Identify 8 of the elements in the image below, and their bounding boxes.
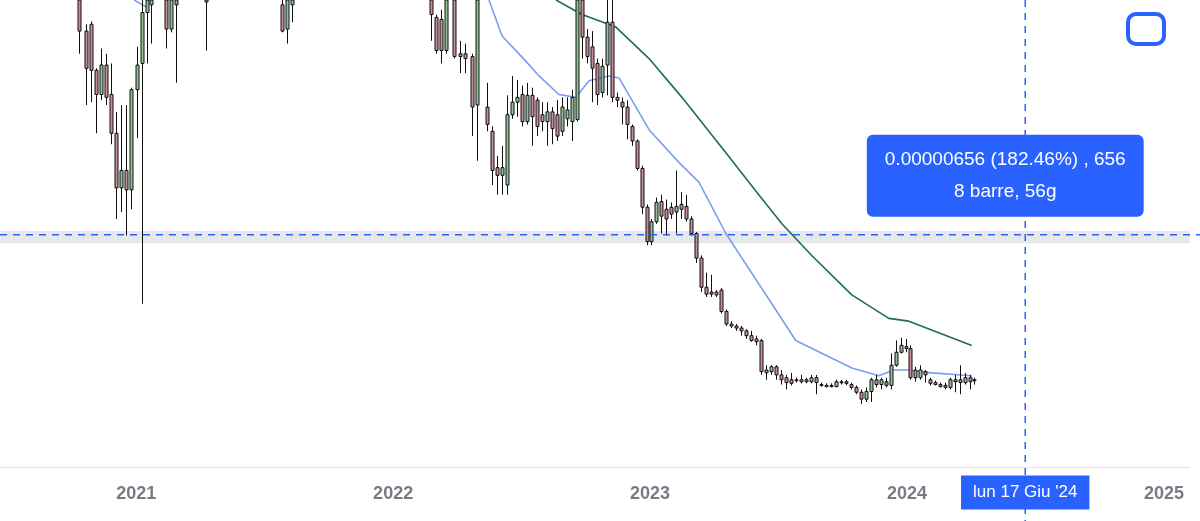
x-tick-label: 2021 [116,483,157,504]
annotation: 8 barre, 56g [953,179,1057,201]
x-tick-label: 2022 [373,483,414,504]
annotation: 0.00000656 (182.46%) , 656 [884,147,1126,169]
x-tick-label: 2023 [630,483,671,504]
ref-line-label: lun 17 Giu '24 [973,482,1078,502]
x-tick-label: 2024 [887,483,928,504]
x-tick-label: 2025 [1143,483,1184,504]
